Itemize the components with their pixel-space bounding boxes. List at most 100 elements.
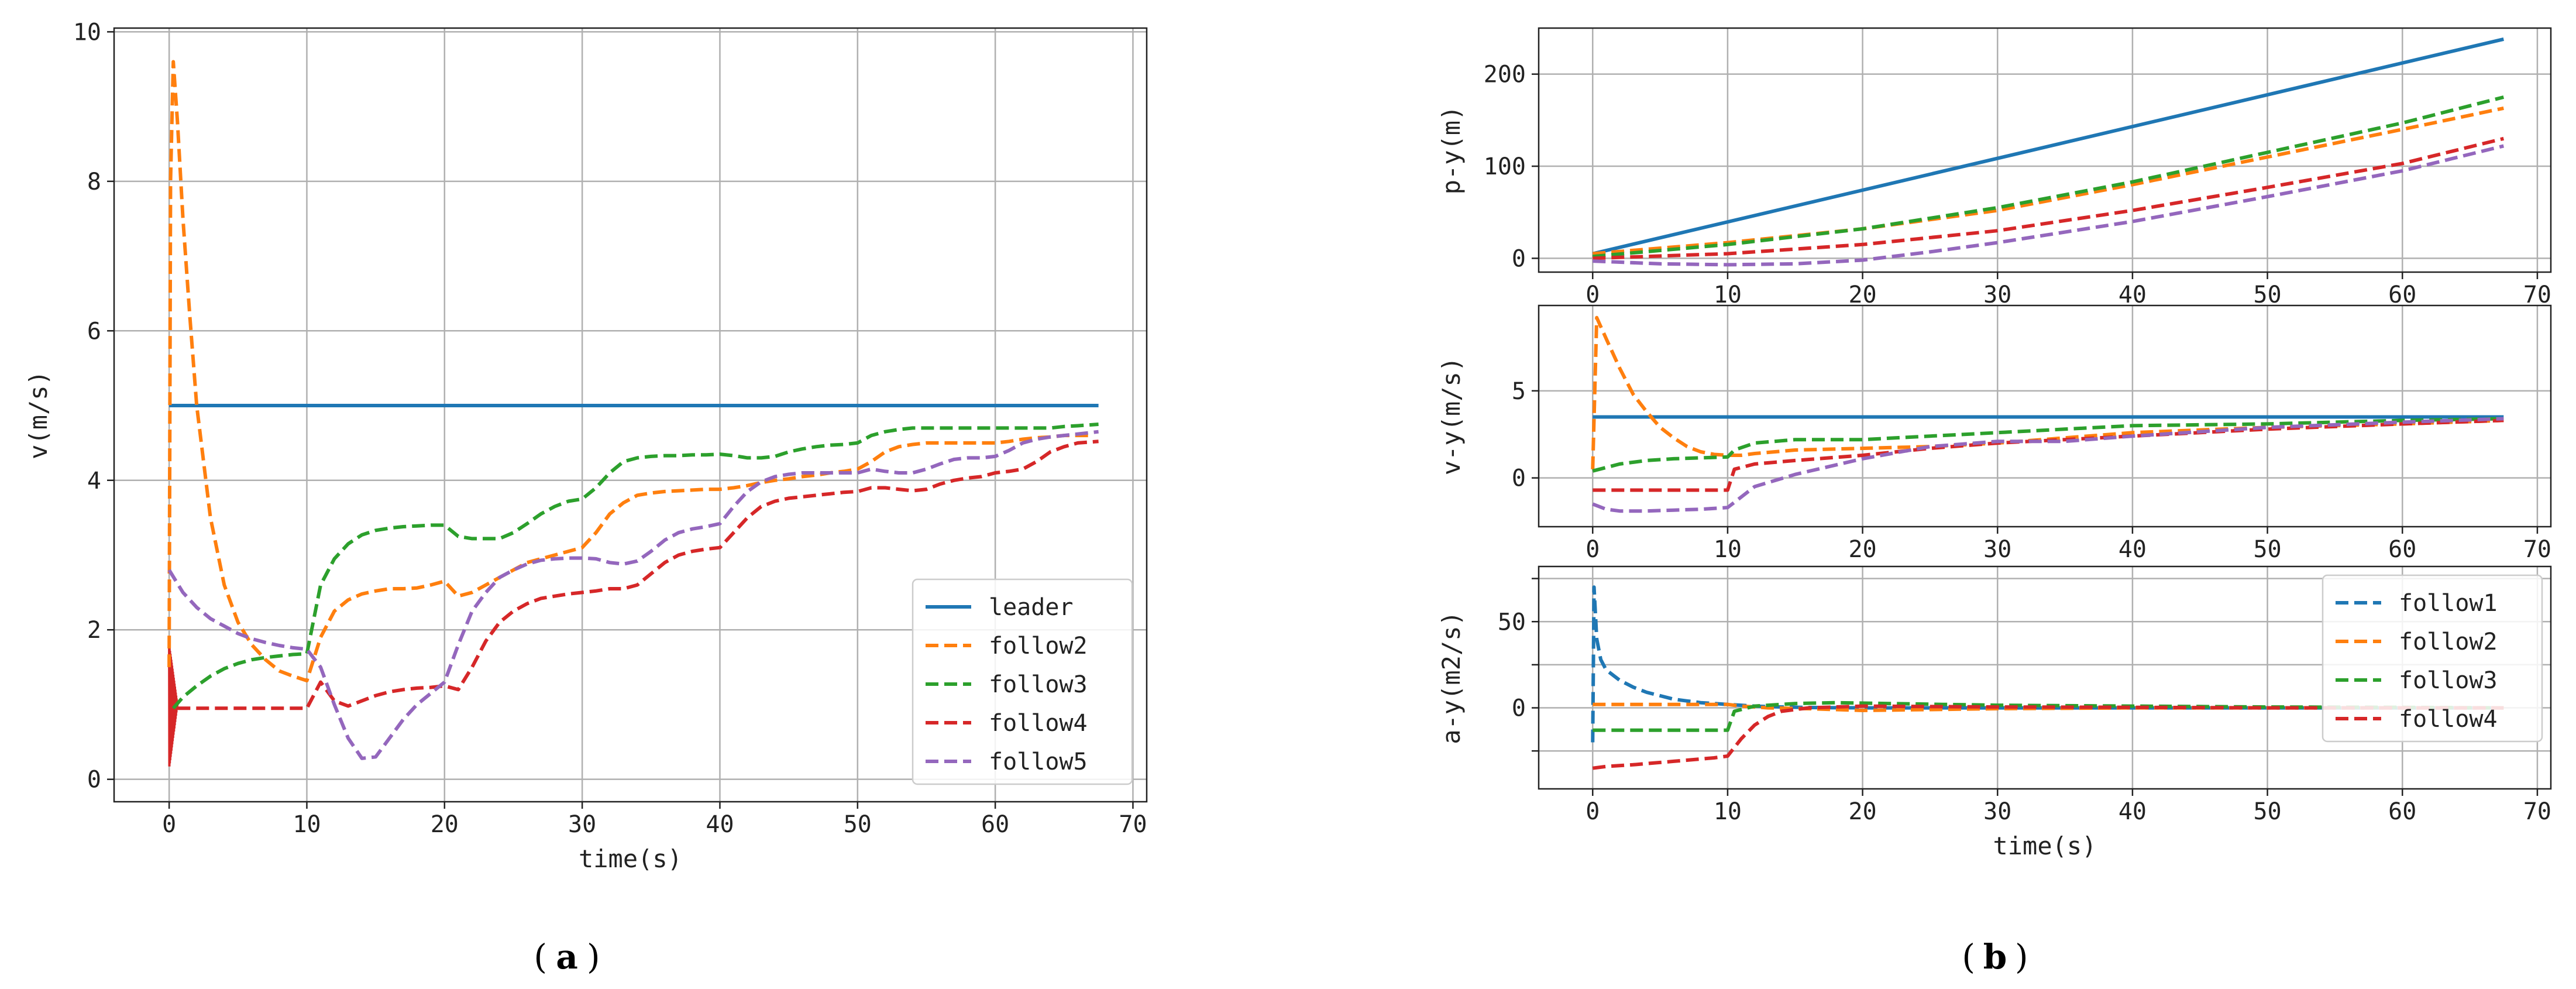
x-tick-label: 60 <box>981 811 1009 838</box>
legend-box <box>912 578 1133 785</box>
series-follow4 <box>1593 136 2505 260</box>
x-tick-label: 20 <box>431 811 459 838</box>
series-follow1 <box>1592 37 2504 256</box>
legend-label-follow1: follow1 <box>2399 590 2498 617</box>
series-follow3 <box>1593 95 2505 259</box>
x-tick-label: 10 <box>1714 798 1742 825</box>
x-tick-label: 70 <box>2523 536 2551 563</box>
y-tick-label: 0 <box>1512 695 1526 722</box>
svg-text:b: b <box>1983 937 2007 977</box>
legend-label-follow5: follow5 <box>989 748 1088 775</box>
series-follow5 <box>1592 417 2504 513</box>
y-tick-label: 2 <box>87 617 101 644</box>
svg-text:a: a <box>556 937 578 977</box>
y-tick-label: 8 <box>87 169 101 195</box>
axes-frame <box>113 27 1148 803</box>
legend-box <box>2322 574 2543 743</box>
x-axis-label: time(s) <box>1993 832 2096 860</box>
y-tick-label: 6 <box>87 318 101 345</box>
caption-a: ( a ) <box>534 937 600 977</box>
y-tick-label: 5 <box>1512 378 1526 405</box>
x-tick-label: 0 <box>1586 536 1600 563</box>
x-tick-label: 30 <box>1983 798 2011 825</box>
x-tick-label: 30 <box>568 811 596 838</box>
svg-text:): ) <box>2015 937 2028 977</box>
x-tick-label: 20 <box>1849 798 1877 825</box>
x-tick-label: 50 <box>844 811 872 838</box>
x-tick-label: 60 <box>2388 798 2416 825</box>
x-tick-label: 40 <box>2118 536 2147 563</box>
x-tick-label: 10 <box>1714 281 1742 308</box>
x-axis-label: time(s) <box>579 844 682 873</box>
series-follow4 <box>1593 418 2504 492</box>
legend-label-follow4: follow4 <box>989 710 1088 737</box>
x-tick-label: 0 <box>1586 281 1600 308</box>
x-axis-ticks: 0 10 20 30 40 50 60 70 <box>1586 527 2551 563</box>
chart-a: 0 10 20 30 40 50 60 70 0 2 4 6 8 10 time(s) v(m/s) leade… <box>24 19 1148 873</box>
y-tick-label: 50 <box>1498 609 1526 636</box>
legend-label-follow2: follow2 <box>989 633 1088 660</box>
x-tick-label: 0 <box>1586 798 1600 825</box>
series-follow2 <box>1593 106 2504 256</box>
plot-area <box>1591 585 2504 770</box>
svg-text:(: ( <box>1962 937 1975 977</box>
series-follow4 <box>177 439 1099 710</box>
x-tick-label: 70 <box>2523 798 2551 825</box>
x-tick-label: 40 <box>2118 281 2147 308</box>
y-tick-label: 0 <box>1512 465 1526 492</box>
x-tick-label: 10 <box>293 811 321 838</box>
svg-text:(: ( <box>534 937 547 977</box>
y-axis-ticks: 0 100 200 <box>1484 61 1539 272</box>
series-follow4-oscillation <box>168 644 179 767</box>
series-follow3 <box>171 423 1099 710</box>
x-axis-ticks: 0 10 20 30 40 50 60 70 <box>162 802 1147 838</box>
x-tick-label: 40 <box>706 811 734 838</box>
chart-b-position: 0 10 20 30 40 50 60 70 0 100 200 p-y(m) <box>1437 27 2552 308</box>
x-tick-label: 0 <box>162 811 176 838</box>
legend: follow1 follow2 follow3 follow4 <box>2322 574 2543 743</box>
x-tick-label: 20 <box>1849 536 1877 563</box>
series-follow5 <box>1593 144 2505 267</box>
caption-b: ( b ) <box>1962 937 2028 977</box>
x-tick-label: 60 <box>2388 536 2416 563</box>
series-follow3 <box>1593 700 2504 732</box>
legend-label-leader: leader <box>989 594 1074 621</box>
x-tick-label: 50 <box>2254 281 2282 308</box>
x-tick-label: 10 <box>1714 536 1742 563</box>
x-axis-ticks: 0 10 20 30 40 50 60 70 <box>1586 789 2551 825</box>
y-axis-ticks: 0 50 <box>1498 578 1539 752</box>
y-axis-ticks: 0 2 4 6 8 10 <box>73 19 114 794</box>
grid <box>114 28 1147 802</box>
y-tick-label: 200 <box>1484 61 1526 88</box>
axes-frame <box>1538 27 2552 273</box>
x-tick-label: 50 <box>2254 536 2282 563</box>
x-tick-label: 70 <box>2523 281 2551 308</box>
plot-area <box>1591 315 2504 513</box>
plot-area <box>1592 37 2505 267</box>
axes-frame <box>1538 565 2552 790</box>
y-tick-label: 4 <box>87 468 101 494</box>
legend-label-follow3: follow3 <box>2399 667 2498 694</box>
y-axis-label: p-y(m) <box>1437 106 1466 195</box>
x-tick-label: 40 <box>2118 798 2147 825</box>
svg-text:): ) <box>587 937 600 977</box>
x-tick-label: 50 <box>2254 798 2282 825</box>
axes-frame <box>1538 304 2552 528</box>
legend: leader follow2 follow3 follow4 follow5 <box>912 578 1133 785</box>
y-tick-label: 10 <box>73 19 101 46</box>
legend-label-follow4: follow4 <box>2399 706 2498 733</box>
y-axis-ticks: 05 <box>1512 378 1539 492</box>
y-tick-label: 100 <box>1484 153 1526 180</box>
x-tick-label: 30 <box>1983 281 2011 308</box>
plot-area <box>167 60 1099 767</box>
y-axis-label: v(m/s) <box>24 370 53 459</box>
x-tick-label: 30 <box>1983 536 2011 563</box>
series-follow3 <box>1592 417 2504 473</box>
legend-label-follow3: follow3 <box>989 671 1088 698</box>
legend-label-follow2: follow2 <box>2399 629 2498 655</box>
x-tick-label: 60 <box>2388 281 2416 308</box>
series-follow2 <box>1591 315 2504 469</box>
y-axis-label: a-y(m2/s) <box>1437 611 1466 744</box>
